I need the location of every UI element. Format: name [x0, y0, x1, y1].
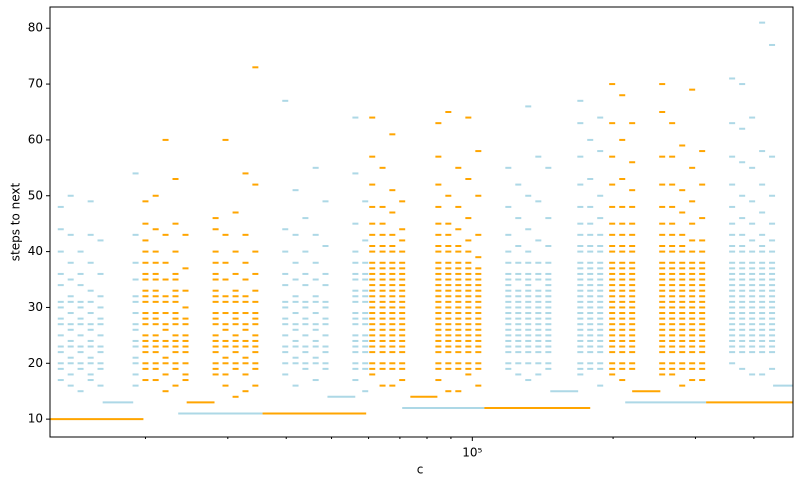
y-tick-label: 20	[28, 356, 43, 370]
y-tick-label: 30	[28, 300, 43, 314]
x-tick-label: 10⁵	[462, 446, 482, 460]
y-tick-label: 70	[28, 77, 43, 91]
x-axis-label: c	[417, 463, 424, 477]
plot-frame	[49, 6, 794, 438]
y-axis-label: steps to next	[9, 182, 23, 261]
y-tick-label: 60	[28, 132, 43, 146]
y-tick-label: 10	[28, 412, 43, 426]
y-tick-label: 40	[28, 244, 43, 258]
y-tick-label: 50	[28, 188, 43, 202]
y-tick-label: 80	[28, 21, 43, 35]
